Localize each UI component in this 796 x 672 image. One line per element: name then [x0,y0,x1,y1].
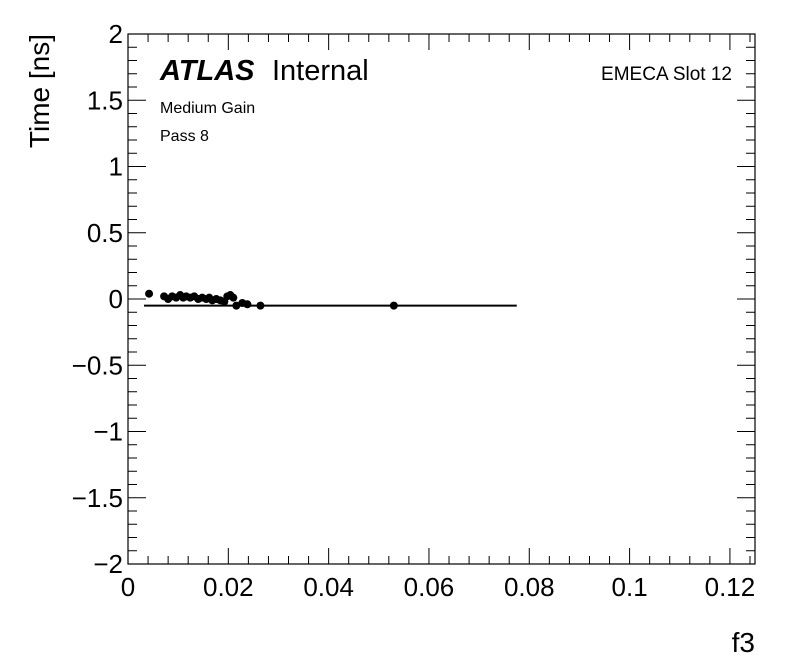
internal-label: Internal [272,55,369,87]
y-tick-label: −1.5 [72,483,123,513]
x-tick-label: 0.12 [705,572,756,602]
y-tick-label: −0.5 [72,350,123,380]
x-tick-label: 0.04 [303,572,354,602]
data-point [229,293,238,302]
data-point [256,301,265,310]
y-tick-label: 1 [109,152,123,182]
y-tick-label: −2 [93,549,123,579]
data-point [145,289,154,298]
data-points [145,289,398,310]
y-tick-label: −1 [93,417,123,447]
data-point [389,301,398,310]
y-tick-label: 1.5 [87,85,123,115]
x-tick-label: 0.02 [203,572,254,602]
data-point [232,301,241,310]
x-tick-label: 0.1 [612,572,648,602]
x-tick-labels: 0 0.02 0.04 0.06 0.08 0.1 0.12 [121,572,755,602]
slot-label: EMECA Slot 12 [601,64,732,85]
y-tick-label: 0 [109,284,123,314]
x-tick-label: 0 [121,572,135,602]
y-axis-title: Time [ns] [24,34,55,148]
gain-label: Medium Gain [160,100,255,117]
pass-label: Pass 8 [160,128,209,145]
data-point [243,300,252,309]
y-tick-labels: −2 −1.5 −1 −0.5 0 0.5 1 1.5 2 [72,19,123,579]
x-axis-title: f3 [732,627,755,658]
y-tick-label: 0.5 [87,218,123,248]
x-tick-label: 0.06 [404,572,455,602]
atlas-label: ATLAS [159,55,255,87]
plot-frame [127,33,756,565]
y-tick-label: 2 [109,19,123,49]
x-tick-label: 0.08 [504,572,555,602]
